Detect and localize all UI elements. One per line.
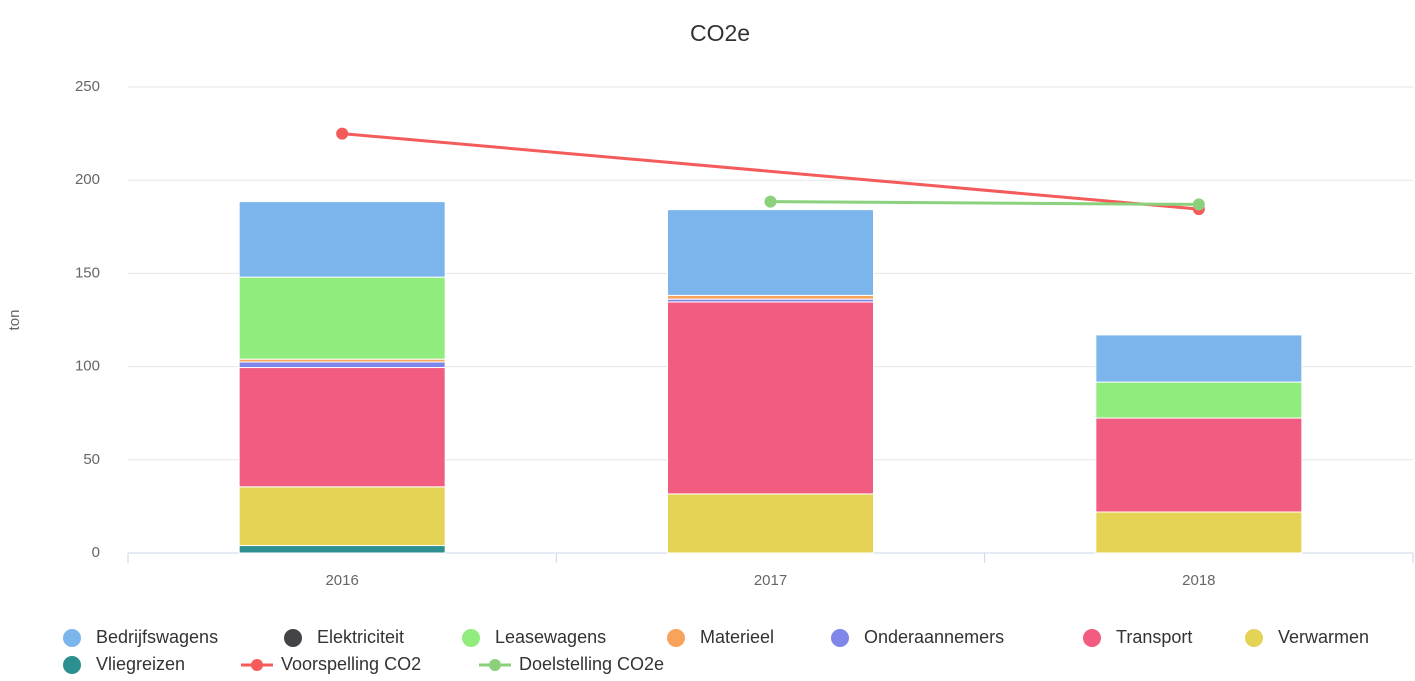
legend-label: Elektriciteit (317, 627, 404, 647)
bar-segment (667, 301, 874, 495)
legend-symbol (489, 659, 501, 671)
line-marker (764, 195, 777, 208)
bar-segment (667, 493, 874, 554)
legend-symbol (667, 629, 685, 647)
legend-label: Onderaannemers (864, 627, 1004, 647)
legend-symbol (284, 629, 302, 647)
y-tick-label: 200 (75, 171, 100, 188)
legend-symbol (831, 629, 849, 647)
y-tick-label: 100 (75, 358, 100, 375)
x-tick-label: 2017 (754, 572, 787, 589)
y-tick-label: 150 (75, 264, 100, 281)
bar-segment (238, 201, 446, 278)
legend-label: Verwarmen (1278, 627, 1369, 647)
bar-segment (238, 545, 446, 554)
line (342, 132, 1199, 211)
bar-segment (238, 486, 446, 547)
legend-symbol (63, 629, 81, 647)
line-marker (336, 127, 349, 140)
bar-segment (1095, 334, 1303, 383)
legend-label: Leasewagens (495, 627, 606, 647)
bar-segment (238, 276, 446, 360)
bar-segment (1095, 417, 1303, 513)
chart-title: CO2e (690, 20, 750, 46)
bar-segment (1095, 511, 1303, 554)
bar-segment (238, 367, 446, 488)
y-tick-label: 0 (92, 544, 100, 561)
line-marker (1192, 198, 1205, 211)
y-axis-label: ton (6, 310, 23, 331)
y-tick-label: 250 (75, 78, 100, 95)
bar-segment (1095, 381, 1303, 419)
x-tick-label: 2018 (1182, 572, 1215, 589)
legend-symbol (63, 656, 81, 674)
legend-label: Transport (1116, 627, 1192, 647)
legend-symbol (462, 629, 480, 647)
legend-label: Materieel (700, 627, 774, 647)
legend-symbol (251, 659, 263, 671)
legend-label: Doelstelling CO2e (519, 654, 664, 674)
legend-label: Vliegreizen (96, 654, 185, 674)
legend-symbol (1245, 629, 1263, 647)
bar-segment (667, 209, 874, 296)
x-tick-label: 2016 (325, 572, 358, 589)
legend-label: Voorspelling CO2 (281, 654, 421, 674)
bar-segment (667, 294, 874, 300)
bar-segment (238, 361, 446, 369)
y-tick-label: 50 (83, 451, 100, 468)
line (770, 200, 1199, 206)
legend-symbol (1083, 629, 1101, 647)
legend-label: Bedrijfswagens (96, 627, 218, 647)
